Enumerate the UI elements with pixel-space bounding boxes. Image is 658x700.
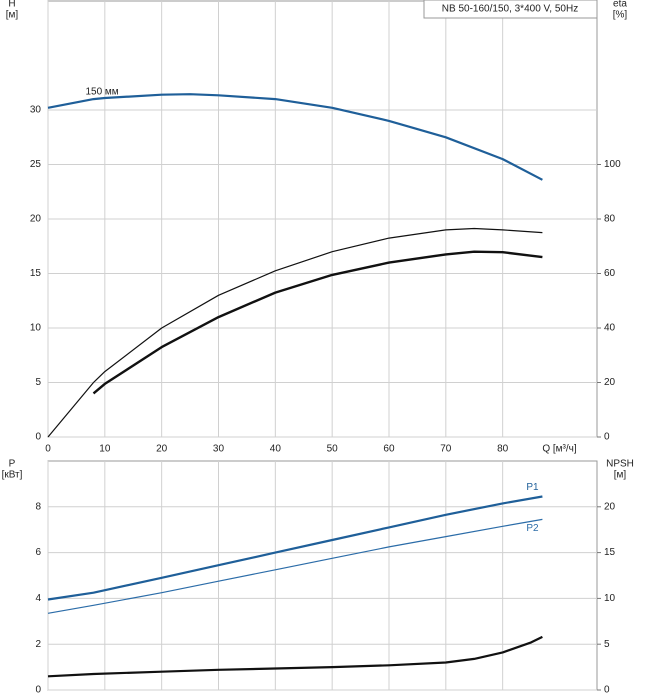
y2-axis-unit: [м]	[614, 470, 627, 481]
y2-tick-label: 15	[604, 547, 616, 558]
y-tick-label: 2	[35, 639, 41, 650]
x-tick-label: 0	[45, 444, 51, 455]
y-tick-label: 5	[35, 377, 41, 388]
y2-tick-label: 20	[604, 377, 616, 388]
x-tick-label: 30	[213, 444, 225, 455]
y-tick-label: 8	[35, 501, 41, 512]
y2-tick-label: 80	[604, 214, 616, 225]
y-axis-unit: [м]	[6, 10, 19, 21]
y-tick-label: 0	[35, 432, 41, 443]
y2-tick-label: 100	[604, 159, 621, 170]
x-tick-label: 80	[497, 444, 509, 455]
x-tick-label: 70	[440, 444, 452, 455]
x-tick-label: 20	[156, 444, 168, 455]
y2-axis-label: NPSH	[606, 459, 634, 470]
title-box	[423, 0, 598, 19]
chart-title: NB 50-160/150, 3*400 V, 50Hz	[442, 4, 578, 15]
y-tick-label: 4	[35, 593, 41, 604]
y-tick-label: 10	[30, 323, 42, 334]
y2-axis-label: eta	[613, 0, 627, 10]
x-tick-label: 50	[327, 444, 339, 455]
series-label: P1	[526, 482, 539, 493]
x-axis-label: Q [м³/ч]	[542, 444, 577, 455]
y2-tick-label: 10	[604, 593, 616, 604]
plot-frame	[47, 460, 598, 691]
y2-tick-label: 0	[604, 685, 610, 696]
line	[47, 93, 543, 181]
y-tick-label: 0	[35, 685, 41, 696]
y-tick-label: 6	[35, 547, 41, 558]
y-axis-unit: [кВт]	[2, 470, 23, 481]
line	[92, 250, 543, 395]
y-tick-label: 15	[30, 268, 42, 279]
x-tick-label: 10	[99, 444, 111, 455]
y-axis-label: H	[8, 0, 15, 10]
y2-tick-label: 40	[604, 323, 616, 334]
x-tick-label: 60	[383, 444, 395, 455]
line	[47, 635, 543, 678]
y-tick-label: 20	[30, 214, 42, 225]
y2-tick-label: 60	[604, 268, 616, 279]
series-label: P2	[526, 523, 539, 534]
x-tick-label: 40	[270, 444, 282, 455]
line	[47, 227, 543, 438]
line	[47, 495, 543, 601]
curve-annotation: 150 мм	[85, 87, 118, 98]
y2-tick-label: 20	[604, 501, 616, 512]
y-tick-label: 30	[30, 105, 42, 116]
y-tick-label: 25	[30, 159, 42, 170]
line	[47, 518, 543, 614]
y2-tick-label: 0	[604, 432, 610, 443]
y2-axis-unit: [%]	[613, 10, 628, 21]
y2-tick-label: 5	[604, 639, 610, 650]
y-axis-label: P	[9, 459, 16, 470]
